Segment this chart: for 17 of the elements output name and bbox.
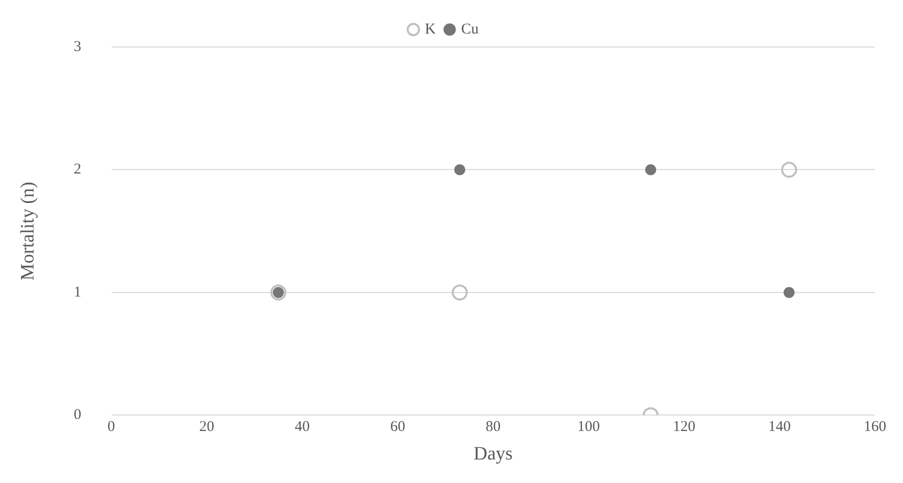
x-tick-label: 100 bbox=[577, 419, 600, 436]
y-tick-label: 1 bbox=[74, 284, 82, 300]
y-tick-label: 0 bbox=[74, 407, 82, 424]
x-tick-label: 40 bbox=[294, 419, 310, 436]
x-tick-label: 0 bbox=[108, 419, 116, 436]
y-tick-label: 3 bbox=[74, 38, 82, 55]
x-tick-label: 140 bbox=[768, 419, 791, 436]
x-tick-label: 60 bbox=[390, 419, 406, 436]
x-tick-label: 120 bbox=[672, 419, 696, 436]
x-tick-label: 80 bbox=[486, 419, 501, 436]
legend-label: Cu bbox=[461, 21, 480, 38]
x-axis-title: Days bbox=[474, 444, 513, 465]
y-axis-title: Mortality (n) bbox=[17, 182, 38, 280]
legend-label: K bbox=[424, 21, 436, 38]
y-tick-label: 2 bbox=[74, 162, 82, 178]
x-tick-label: 160 bbox=[864, 419, 886, 436]
x-tick-label: 20 bbox=[199, 419, 214, 436]
